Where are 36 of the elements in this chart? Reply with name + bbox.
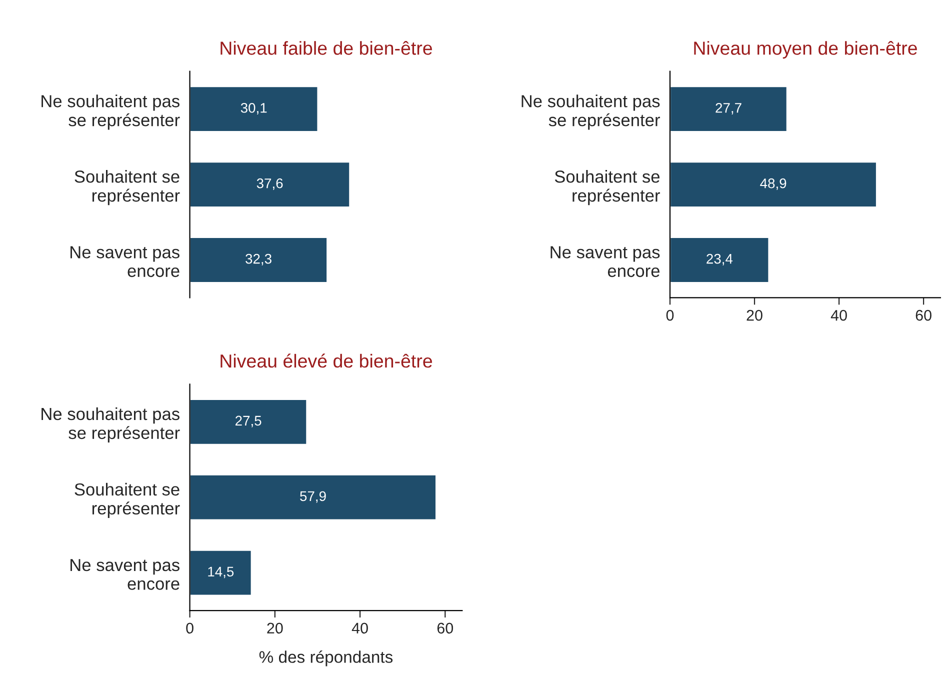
- x-tick-label: 60: [437, 622, 454, 634]
- bar: [190, 549, 252, 596]
- bar: [190, 474, 437, 521]
- data-label: 27,5: [236, 416, 262, 428]
- chart-title: Niveau élevé de bien-être: [220, 354, 432, 368]
- data-label: 14,5: [208, 566, 234, 578]
- y-tick-label: Ne savent pas encore: [70, 246, 180, 278]
- y-tick-label: Ne souhaitent pas se représenter: [522, 94, 660, 130]
- data-label: 37,6: [256, 178, 283, 190]
- data-label: 57,9: [300, 491, 326, 503]
- data-label: 23,4: [706, 254, 733, 266]
- x-tick-label: 40: [352, 622, 368, 634]
- x-tick-label: 20: [267, 622, 283, 634]
- x-axis-title: % des répondants: [259, 650, 393, 666]
- data-label: 30,1: [240, 102, 267, 114]
- chart-title: Niveau faible de bien-être: [220, 41, 432, 55]
- bar: [670, 236, 770, 284]
- y-tick-label: Ne souhaitent pas se représenter: [42, 407, 180, 443]
- chart-title: Niveau moyen de bien-être: [694, 41, 917, 59]
- y-tick-label: Ne savent pas encore: [70, 559, 180, 590]
- bar: [670, 161, 878, 208]
- y-tick-label: Ne savent pas encore: [550, 246, 660, 278]
- data-label: 48,9: [760, 178, 786, 190]
- bar: [670, 86, 788, 132]
- bar: [190, 398, 308, 446]
- data-label: 32,3: [246, 254, 272, 266]
- y-tick-label: Souhaitent se représenter: [74, 482, 180, 518]
- y-tick-label: Ne souhaitent pas se représenter: [42, 94, 180, 130]
- data-label: 27,7: [716, 102, 742, 114]
- y-tick-label: Souhaitent se représenter: [74, 170, 180, 206]
- x-tick-label: 0: [186, 622, 194, 634]
- x-tick-label: 40: [830, 310, 847, 321]
- x-tick-label: 20: [746, 310, 762, 321]
- x-tick-label: 0: [666, 310, 674, 321]
- x-tick-label: 60: [916, 310, 932, 321]
- y-tick-label: Souhaitent se représenter: [554, 170, 660, 206]
